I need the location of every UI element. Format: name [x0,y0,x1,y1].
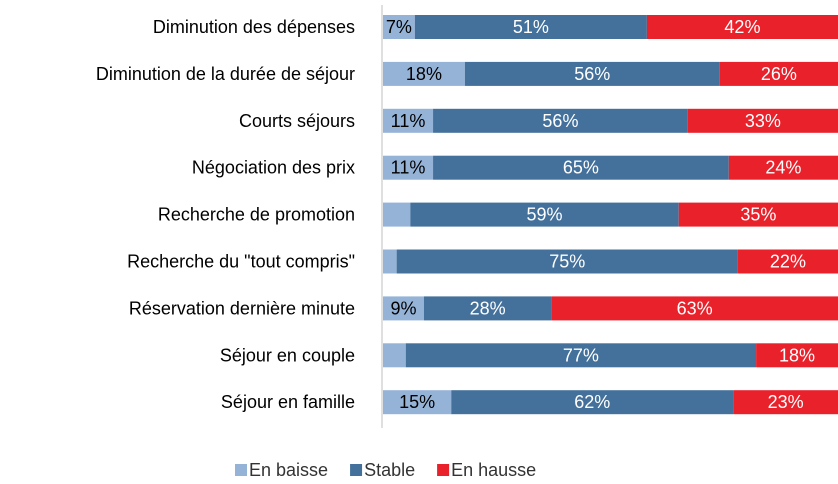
data-label: 15% [399,392,435,412]
category-label: Séjour en couple [220,345,355,365]
data-label: 22% [770,252,806,272]
data-label: 63% [677,298,713,318]
bar-segment [383,15,415,39]
bar-segment [383,155,434,180]
bar-segment [433,155,729,180]
category-label: Recherche du "tout compris" [127,252,355,272]
legend-swatch [350,464,363,476]
category-label: Diminution de la durée de séjour [96,64,355,84]
data-label: 18% [406,64,442,84]
data-label: 9% [390,298,416,318]
data-label: 26% [761,64,797,84]
bar-segment [464,61,720,86]
data-label: 65% [563,158,599,178]
bar-segment [383,202,411,227]
category-label: Séjour en famille [221,392,355,412]
data-label: 56% [574,64,610,84]
bar-segment [405,343,757,368]
bar-segment [719,61,838,86]
bar-segment [383,296,424,321]
category-label: Diminution des dépenses [153,17,355,37]
bar-segment [451,390,734,415]
bar-segment [678,202,838,227]
legend-swatch [437,464,450,476]
data-label: 24% [765,158,801,178]
data-label: 33% [745,111,781,131]
bar-segment [728,155,838,180]
data-label: 62% [574,392,610,412]
bar-segment [646,15,838,39]
bar-segment [551,296,838,321]
data-label: 51% [513,17,549,37]
data-label: 35% [740,205,776,225]
bar-segment [733,390,838,415]
data-label: 11% [391,158,426,178]
bar-segment [433,108,688,133]
legend-swatch [235,464,247,476]
data-label: 77% [563,345,599,365]
data-label: 56% [542,111,578,131]
data-label: 18% [779,345,815,365]
bar-segment [383,343,406,368]
legend-label: En baisse [249,460,328,480]
bar-segment [737,249,838,274]
category-label: Courts séjours [239,111,355,131]
bar-segment [383,108,434,133]
category-label: Recherche de promotion [158,205,355,225]
legend-label: En hausse [451,460,536,480]
data-label: 59% [527,205,563,225]
data-label: 42% [724,17,760,37]
bar-segment [756,343,838,368]
category-label: Négociation des prix [192,158,355,178]
bar-segment [410,202,679,227]
bar-segment [396,249,738,274]
data-label: 23% [768,392,804,412]
category-label: Réservation dernière minute [129,298,355,318]
bar-segment [414,15,647,39]
data-label: 28% [470,298,506,318]
data-label: 75% [549,252,585,272]
legend-label: Stable [364,460,415,480]
bar-segment [383,249,397,274]
bar-segment [423,296,552,321]
bar-segment [383,61,465,86]
bar-segment [383,390,452,415]
data-label: 7% [386,17,412,37]
data-label: 11% [391,111,426,131]
bar-segment [687,108,838,133]
